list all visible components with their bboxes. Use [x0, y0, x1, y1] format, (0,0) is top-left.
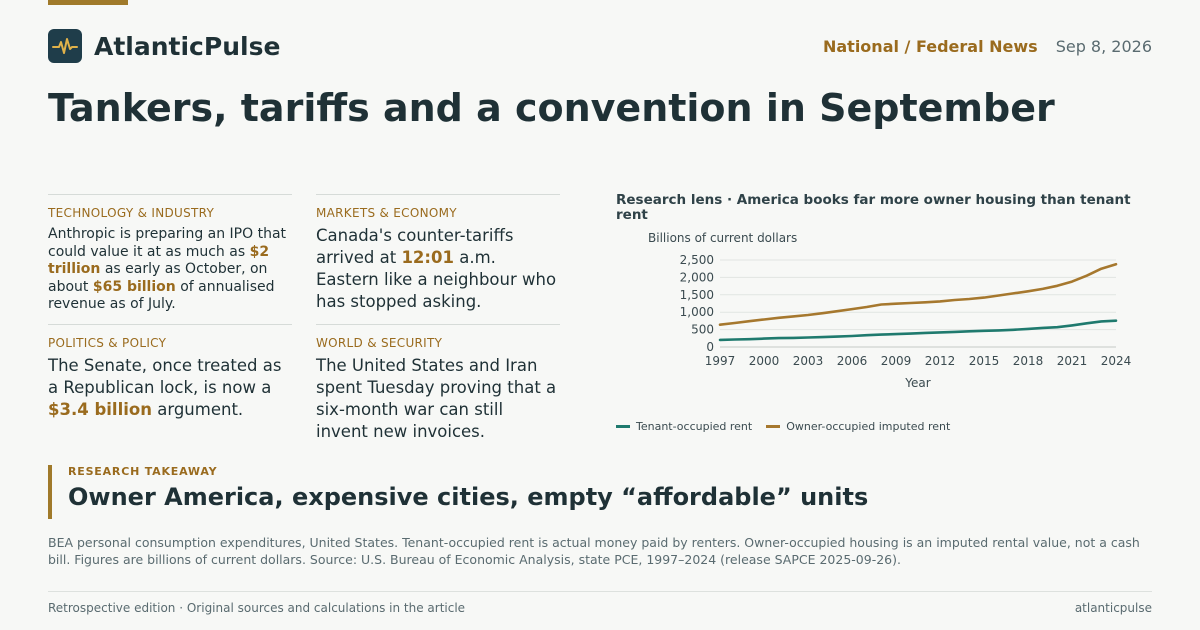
- brand-name: AtlanticPulse: [94, 31, 281, 61]
- footer-site-link[interactable]: atlanticpulse: [1074, 601, 1152, 615]
- y-tick-label: 1,000: [680, 305, 714, 319]
- x-tick-label: 2009: [881, 354, 912, 368]
- story-text: The Senate, once treated as a Republican…: [48, 356, 282, 419]
- section-link[interactable]: National / Federal News: [822, 37, 1038, 56]
- story-kicker: POLITICS & POLICY: [48, 336, 167, 350]
- y-tick-label: 2,000: [680, 270, 714, 284]
- legend-swatch: [616, 425, 630, 428]
- pulse-icon: [48, 29, 82, 63]
- publish-date: Sep 8, 2026: [1055, 37, 1152, 56]
- highlight-value: 12:01: [401, 248, 454, 267]
- chart-title: Research lens · America books far more o…: [616, 192, 1131, 223]
- header-meta: National / Federal News Sep 8, 2026: [823, 37, 1152, 56]
- x-tick-label: 1997: [705, 354, 736, 368]
- research-takeaway: RESEARCH TAKEAWAY Owner America, expensi…: [48, 465, 868, 519]
- y-axis-label: Billions of current dollars: [648, 231, 797, 245]
- y-tick-label: 2,500: [680, 253, 714, 267]
- top-accent-bar: [48, 0, 128, 5]
- x-axis-label: Year: [904, 376, 930, 390]
- x-tick-label: 2015: [969, 354, 1000, 368]
- legend-label: Tenant-occupied rent: [636, 420, 753, 433]
- story-text: Anthropic is preparing an IPO that could…: [48, 226, 287, 312]
- series-line-tenant-rent: [718, 319, 1118, 342]
- story-kicker: WORLD & SECURITY: [316, 336, 443, 350]
- x-tick-label: 2021: [1057, 354, 1088, 368]
- line-chart: Billions of current dollars 0 500 1,000 1,50…: [648, 231, 1132, 390]
- x-tick-label: 2018: [1013, 354, 1044, 368]
- story-text: Canada's counter-tariffs arrived at 12:0…: [316, 226, 557, 311]
- highlight-value: $65 billion: [92, 278, 176, 295]
- highlight-value: $3.4 billion: [48, 400, 152, 419]
- story-markets[interactable]: MARKETS & ECONOMY Canada's counter-tarif…: [316, 194, 560, 313]
- story-politics[interactable]: POLITICS & POLICY The Senate, once treat…: [48, 324, 292, 421]
- x-tick-label: 2000: [749, 354, 780, 368]
- highlight-value: $2 trillion: [48, 243, 270, 278]
- brand[interactable]: AtlanticPulse: [48, 29, 280, 63]
- story-kicker: MARKETS & ECONOMY: [316, 206, 457, 220]
- legend-swatch: [766, 425, 781, 428]
- footer-edition: Retrospective edition · Original sources…: [48, 601, 466, 615]
- y-tick-label: 1,500: [680, 288, 714, 302]
- legend-label: Owner-occupied imputed rent: [786, 420, 951, 433]
- x-tick-label: 2006: [837, 354, 868, 368]
- story-technology[interactable]: TECHNOLOGY & INDUSTRY Anthropic is prepa…: [48, 194, 292, 314]
- legend-item: Owner-occupied imputed rent: [766, 420, 950, 433]
- page-title: Tankers, tariffs and a convention in Sep…: [48, 86, 1055, 130]
- series-line-owner-imputed-rent: [718, 262, 1118, 326]
- y-tick-label: 500: [691, 323, 714, 337]
- x-tick-label: 2003: [793, 354, 824, 368]
- x-tick-label: 2024: [1101, 354, 1132, 368]
- chart-legend: Tenant-occupied rent Owner-occupied imput…: [616, 420, 964, 433]
- legend-item: Tenant-occupied rent: [616, 420, 752, 433]
- source-note: BEA personal consumption expenditures, U…: [48, 535, 1140, 567]
- takeaway-title: Owner America, expensive cities, empty “…: [68, 483, 869, 511]
- story-text: The United States and Iran spent Tuesday…: [316, 356, 557, 441]
- story-world[interactable]: WORLD & SECURITY The United States and I…: [316, 324, 560, 443]
- footer: Retrospective edition · Original sources…: [48, 591, 1152, 615]
- x-tick-label: 2012: [925, 354, 956, 368]
- story-kicker: TECHNOLOGY & INDUSTRY: [48, 206, 215, 220]
- y-tick-label: 0: [706, 340, 714, 354]
- takeaway-kicker: RESEARCH TAKEAWAY: [68, 465, 218, 478]
